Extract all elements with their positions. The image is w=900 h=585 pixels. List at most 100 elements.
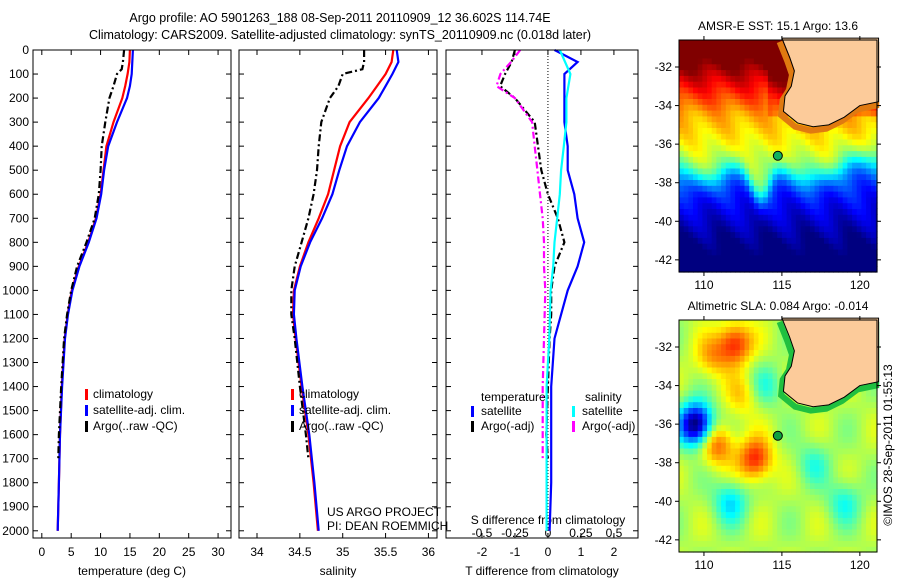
map-cell	[735, 517, 741, 524]
map-cell	[730, 528, 736, 536]
map-cell	[828, 488, 834, 495]
map-cell	[791, 430, 797, 437]
map-cell	[833, 138, 839, 146]
map-cell	[786, 482, 792, 489]
map-cell	[870, 390, 877, 397]
map-cell	[828, 248, 834, 256]
map-cell	[735, 138, 741, 146]
map-cell	[702, 320, 708, 327]
map-cell	[744, 528, 750, 536]
map-cell	[721, 69, 727, 76]
map-cell	[781, 185, 788, 192]
map-cell	[856, 237, 862, 244]
map-cell	[772, 499, 778, 507]
map-cell	[842, 407, 848, 414]
map-cell	[763, 156, 769, 163]
map-cell	[749, 326, 755, 333]
map-cell	[758, 320, 764, 322]
map-cell	[772, 395, 778, 403]
map-cell	[730, 40, 736, 47]
map-cell	[707, 395, 713, 403]
map-cell	[758, 231, 764, 238]
map-cell	[847, 133, 853, 140]
map-cell	[767, 523, 774, 530]
map-cell	[711, 57, 717, 65]
map-cell	[777, 337, 783, 345]
map-cell	[730, 447, 736, 455]
map-cell	[697, 401, 703, 408]
map-cell	[693, 326, 699, 333]
map-cell	[744, 326, 750, 333]
map-cell	[735, 413, 741, 420]
map-cell	[828, 523, 834, 530]
map-cell	[683, 254, 689, 261]
map-cell	[814, 254, 820, 261]
map-cell	[679, 110, 685, 117]
map-cell	[861, 138, 867, 146]
map-cell	[679, 418, 685, 426]
map-cell	[791, 156, 797, 163]
map-cell	[688, 337, 694, 345]
map-cell	[866, 208, 872, 215]
map-cell	[679, 231, 685, 238]
map-cell	[707, 133, 713, 140]
map-cell	[842, 179, 848, 186]
map-cell	[781, 63, 788, 71]
map-cell	[763, 511, 769, 518]
map-cell	[819, 173, 825, 180]
map-cell	[739, 179, 746, 186]
map-cell	[842, 248, 848, 256]
map-cell	[833, 219, 839, 227]
map-cell	[744, 499, 750, 507]
map-cell	[716, 75, 722, 82]
map-cell	[721, 104, 727, 111]
map-cell	[810, 534, 816, 541]
map-cell	[833, 173, 839, 180]
map-cell	[866, 156, 872, 163]
map-cell	[735, 127, 741, 134]
map-cell	[702, 407, 708, 414]
map-cell	[800, 442, 806, 449]
map-cell	[772, 355, 778, 362]
map-cell	[758, 471, 764, 478]
map-cell	[819, 418, 825, 426]
map-cell	[838, 225, 844, 233]
map-cell	[767, 488, 774, 495]
map-cell	[763, 69, 769, 76]
map-cell	[772, 133, 778, 140]
map-cell	[847, 144, 853, 152]
map-cell	[781, 546, 788, 553]
map-cell	[739, 523, 746, 530]
map-cell	[866, 196, 872, 204]
map-cell	[688, 104, 694, 111]
map-cell	[735, 326, 741, 333]
map-cell	[861, 499, 867, 507]
map-cell	[763, 424, 769, 432]
map-cell	[679, 156, 685, 163]
map-cell	[838, 208, 844, 215]
map-cell	[693, 407, 699, 414]
map-cell	[852, 237, 858, 244]
map-cell	[707, 488, 713, 495]
map-cell	[805, 133, 811, 140]
map-cell	[767, 69, 774, 76]
map-cell	[697, 266, 703, 273]
map-cell	[847, 225, 853, 233]
map-cell	[707, 349, 713, 356]
map-cell	[828, 196, 834, 204]
map-cell	[786, 459, 792, 466]
map-cell	[725, 173, 732, 180]
map-cell	[721, 225, 727, 233]
map-cell	[870, 401, 877, 408]
map-cell	[730, 499, 736, 507]
map-cell	[861, 390, 867, 397]
map-cell	[725, 46, 732, 53]
map-cell	[777, 546, 783, 553]
x-tick-label: 20	[153, 545, 167, 559]
map-cell	[735, 361, 741, 368]
map-cell	[852, 219, 858, 227]
map-cell	[819, 430, 825, 437]
map-cell	[852, 546, 858, 553]
map-cell	[781, 144, 788, 152]
map-cell	[786, 523, 792, 530]
